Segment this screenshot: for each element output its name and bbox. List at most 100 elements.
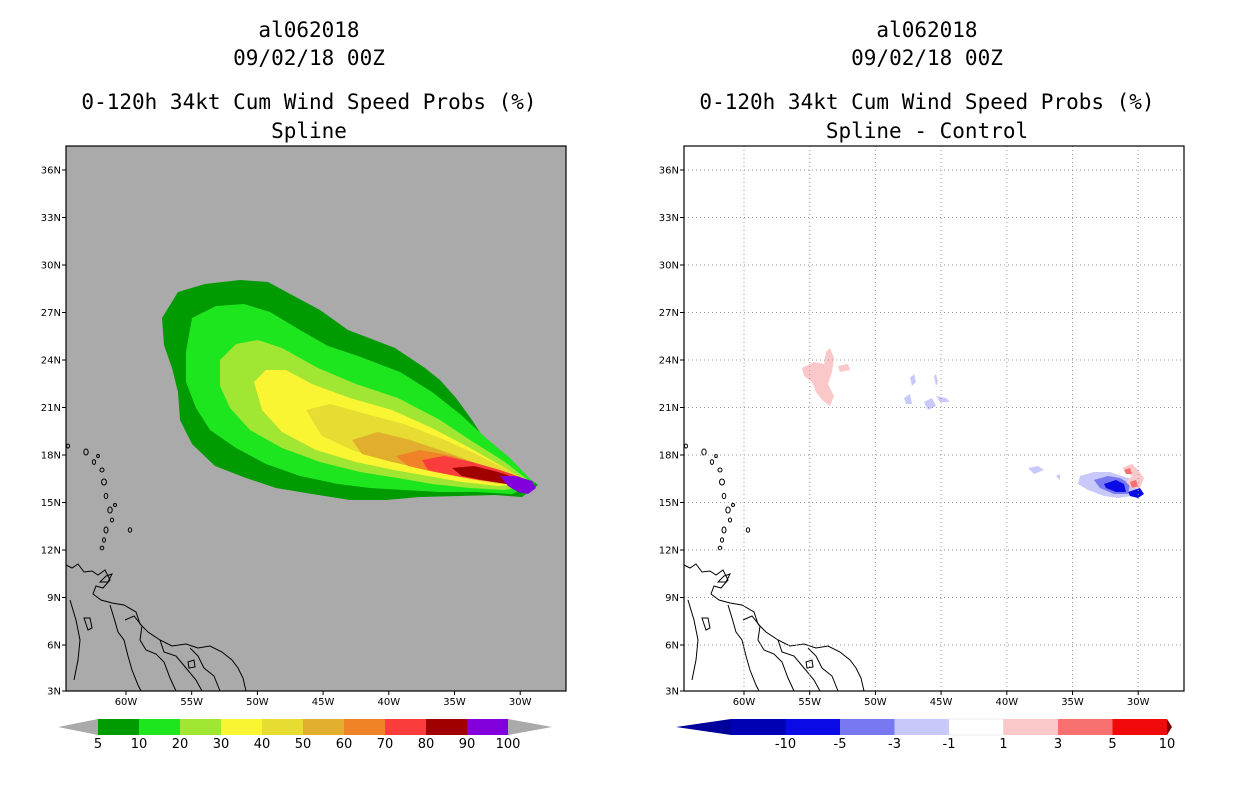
- colorbar-high-arrow: [508, 719, 552, 735]
- island: [107, 506, 113, 514]
- difference-contour: [1104, 480, 1126, 492]
- colorbar-segment: [139, 719, 180, 735]
- lat-label: 30N: [41, 261, 61, 272]
- colorbar-segment: [1112, 719, 1167, 735]
- storm-id-title: al062018: [876, 18, 978, 42]
- colorbar-label: 5: [1108, 737, 1116, 752]
- difference-contour: [1124, 468, 1132, 474]
- colorbar-label: -1: [943, 737, 956, 752]
- island: [719, 478, 725, 486]
- lat-label: 3N: [47, 687, 61, 698]
- lat-label: 36N: [41, 166, 61, 177]
- difference-contour: [904, 394, 912, 404]
- island: [717, 467, 723, 473]
- lat-label: 33N: [659, 213, 679, 224]
- colorbar-label: 40: [254, 737, 271, 752]
- border-line: [124, 615, 177, 692]
- product-title: 0-120h 34kt Cum Wind Speed Probs (%): [699, 90, 1155, 114]
- colorbar-low-arrow: [676, 719, 731, 735]
- colorbar-label: 10: [131, 737, 148, 752]
- gridlines: [684, 146, 1184, 691]
- island: [103, 526, 109, 534]
- colorbar-segment: [98, 719, 139, 735]
- colorbar-label: 30: [213, 737, 230, 752]
- border-line: [701, 617, 711, 631]
- colorbar-high-arrow: [1167, 719, 1172, 735]
- lon-label: 50W: [246, 697, 269, 708]
- product-title: 0-120h 34kt Cum Wind Speed Probs (%): [81, 90, 537, 114]
- colorbar-segment: [344, 719, 385, 735]
- lat-label: 9N: [665, 593, 679, 604]
- colorbar-segment: [894, 719, 949, 735]
- border-line: [727, 604, 760, 692]
- border-line: [69, 599, 81, 681]
- lat-label: 9N: [47, 593, 61, 604]
- right-map-svg: 36N 33N 30N 27N 24N 21N 18N 15N 12N 9N 6N 3N 60W 55W 5…: [659, 145, 1185, 752]
- island: [720, 537, 724, 543]
- forecast-time-title: 09/02/18 00Z: [851, 46, 1003, 70]
- lon-label: 45W: [312, 697, 335, 708]
- lat-label: 18N: [659, 451, 679, 462]
- island: [91, 459, 97, 465]
- colorbar-segment: [303, 719, 344, 735]
- border-line: [189, 647, 221, 692]
- colorbar-segment: [385, 719, 426, 735]
- lat-label: 21N: [659, 403, 679, 414]
- colorbar-label: 100: [496, 737, 521, 752]
- lat-label: 12N: [659, 546, 679, 557]
- south-america-coast: [683, 563, 865, 692]
- left-map-svg: 36N 33N 30N 27N 24N 21N 18N 15N 12N 9N 6N 3N 60W 55W 5…: [41, 145, 567, 752]
- coastline: [65, 443, 247, 692]
- lat-label: 27N: [659, 308, 679, 319]
- island: [99, 545, 105, 551]
- border-line: [83, 617, 93, 631]
- colorbar-segment: [840, 719, 895, 735]
- island: [721, 492, 727, 500]
- island: [745, 527, 751, 533]
- coastline: [683, 443, 865, 692]
- left-map-panel: al062018 09/02/18 00Z 0-120h 34kt Cum Wi…: [41, 18, 567, 752]
- lat-label: 15N: [659, 498, 679, 509]
- colorbar-segment: [221, 719, 262, 735]
- difference-contour: [838, 364, 850, 372]
- difference-contour: [1128, 488, 1144, 498]
- island: [96, 453, 100, 459]
- lat-label: 6N: [47, 641, 61, 652]
- border-line: [716, 573, 731, 583]
- lon-label: 55W: [180, 697, 203, 708]
- colorbar-segment: [262, 719, 303, 735]
- lon-label: 40W: [995, 697, 1018, 708]
- island: [99, 467, 105, 473]
- colorbar-segment: [785, 719, 840, 735]
- colorbar-segment: [467, 719, 508, 735]
- right-map-panel: al062018 09/02/18 00Z 0-120h 34kt Cum Wi…: [618, 0, 1236, 800]
- lat-label: 36N: [659, 166, 679, 177]
- colorbar-segment: [948, 718, 1004, 736]
- lat-label: 6N: [665, 641, 679, 652]
- lon-label: 35W: [443, 697, 466, 708]
- difference-contour: [1130, 480, 1138, 488]
- lon-label: 55W: [798, 697, 821, 708]
- lon-label: 45W: [930, 697, 953, 708]
- lon-label: 50W: [864, 697, 887, 708]
- lat-label: 12N: [41, 546, 61, 557]
- probability-contour: [500, 476, 536, 494]
- island: [731, 503, 735, 507]
- island: [101, 478, 107, 486]
- lon-label: 60W: [733, 697, 756, 708]
- colorbar-label: -5: [834, 737, 847, 752]
- colorbar-segment: [426, 719, 467, 735]
- lat-label: 21N: [41, 403, 61, 414]
- colorbar-label: 1: [999, 737, 1007, 752]
- island: [727, 517, 733, 523]
- colorbar-label: -3: [888, 737, 901, 752]
- island: [709, 459, 715, 465]
- colorbar-segment: [1058, 719, 1113, 735]
- island: [127, 527, 133, 533]
- island: [103, 492, 109, 500]
- island: [714, 453, 718, 459]
- colorbar-label: 90: [459, 737, 476, 752]
- island: [725, 506, 731, 514]
- island: [721, 526, 727, 534]
- border-line: [109, 604, 142, 692]
